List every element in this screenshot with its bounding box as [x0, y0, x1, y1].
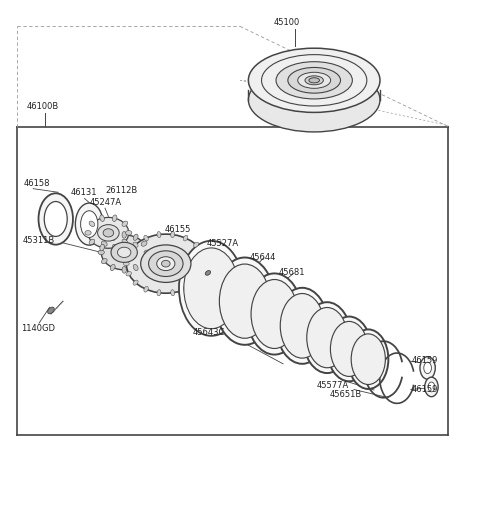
Ellipse shape [118, 247, 131, 258]
Ellipse shape [184, 248, 239, 329]
Text: 45643C: 45643C [192, 329, 225, 337]
Ellipse shape [75, 203, 103, 245]
Ellipse shape [179, 241, 243, 336]
Ellipse shape [428, 382, 435, 392]
Ellipse shape [103, 229, 114, 237]
Ellipse shape [126, 234, 205, 293]
Ellipse shape [157, 232, 161, 237]
Ellipse shape [183, 235, 188, 241]
Text: 45651B: 45651B [330, 390, 362, 399]
Ellipse shape [248, 67, 380, 132]
Ellipse shape [89, 221, 95, 227]
Ellipse shape [200, 271, 206, 276]
Ellipse shape [133, 242, 138, 247]
Ellipse shape [123, 262, 129, 266]
Text: 1140GD: 1140GD [21, 324, 55, 333]
Ellipse shape [101, 241, 107, 246]
Ellipse shape [157, 257, 175, 270]
Ellipse shape [161, 260, 170, 267]
Ellipse shape [305, 76, 324, 85]
Ellipse shape [126, 231, 132, 235]
Ellipse shape [183, 286, 188, 292]
Ellipse shape [348, 330, 388, 389]
Ellipse shape [219, 264, 270, 338]
Text: 45311B: 45311B [22, 235, 55, 245]
Ellipse shape [171, 290, 175, 296]
Ellipse shape [309, 78, 320, 83]
Ellipse shape [133, 264, 138, 270]
Ellipse shape [424, 362, 432, 373]
Ellipse shape [420, 356, 435, 379]
Ellipse shape [288, 67, 340, 93]
Ellipse shape [38, 193, 73, 245]
Ellipse shape [251, 280, 298, 349]
Ellipse shape [307, 307, 348, 368]
Ellipse shape [126, 251, 132, 256]
Ellipse shape [144, 250, 150, 255]
Ellipse shape [101, 259, 107, 264]
Ellipse shape [48, 307, 54, 314]
Ellipse shape [327, 317, 371, 381]
Ellipse shape [85, 231, 91, 235]
Ellipse shape [122, 239, 128, 245]
Ellipse shape [205, 270, 211, 275]
Ellipse shape [98, 250, 104, 255]
Ellipse shape [97, 225, 119, 241]
Ellipse shape [248, 48, 380, 112]
Ellipse shape [110, 264, 115, 270]
Ellipse shape [149, 251, 183, 277]
Text: 46100B: 46100B [27, 102, 59, 111]
Ellipse shape [133, 234, 138, 241]
Ellipse shape [247, 273, 302, 354]
Ellipse shape [200, 251, 206, 256]
Ellipse shape [141, 259, 147, 264]
Ellipse shape [122, 232, 126, 238]
Text: 45577A: 45577A [317, 381, 349, 390]
Ellipse shape [110, 234, 115, 241]
Text: 46159: 46159 [411, 385, 438, 394]
Ellipse shape [81, 211, 98, 237]
Text: 45644: 45644 [250, 253, 276, 262]
Text: 46159: 46159 [411, 356, 438, 365]
Ellipse shape [157, 290, 161, 296]
Ellipse shape [193, 242, 199, 247]
Ellipse shape [215, 258, 275, 345]
Ellipse shape [100, 244, 104, 251]
Ellipse shape [276, 62, 352, 99]
Text: 26112B: 26112B [105, 186, 137, 195]
Ellipse shape [89, 239, 95, 245]
Ellipse shape [141, 245, 191, 282]
Ellipse shape [144, 286, 148, 292]
Ellipse shape [425, 377, 438, 397]
Ellipse shape [133, 280, 138, 285]
Text: 46131: 46131 [71, 188, 97, 197]
Ellipse shape [122, 266, 126, 273]
Ellipse shape [171, 232, 175, 237]
Text: 46155: 46155 [164, 226, 191, 234]
Ellipse shape [126, 271, 132, 276]
Ellipse shape [101, 235, 147, 270]
Text: 45247A: 45247A [89, 198, 121, 207]
Ellipse shape [44, 201, 67, 236]
Ellipse shape [144, 235, 148, 241]
Text: 45681: 45681 [278, 268, 305, 277]
Ellipse shape [203, 262, 208, 266]
Ellipse shape [280, 294, 324, 358]
Ellipse shape [298, 72, 331, 89]
Text: 45100: 45100 [274, 18, 300, 27]
Text: 45527A: 45527A [206, 239, 239, 248]
Ellipse shape [112, 244, 117, 251]
Ellipse shape [351, 334, 385, 385]
Ellipse shape [276, 288, 328, 364]
Ellipse shape [193, 280, 199, 285]
Ellipse shape [122, 221, 128, 227]
Ellipse shape [88, 217, 129, 248]
Ellipse shape [141, 241, 147, 246]
Text: 46158: 46158 [23, 179, 50, 187]
Ellipse shape [112, 215, 117, 221]
Ellipse shape [100, 215, 104, 221]
Ellipse shape [330, 321, 368, 376]
Ellipse shape [111, 243, 137, 262]
Ellipse shape [303, 302, 351, 373]
